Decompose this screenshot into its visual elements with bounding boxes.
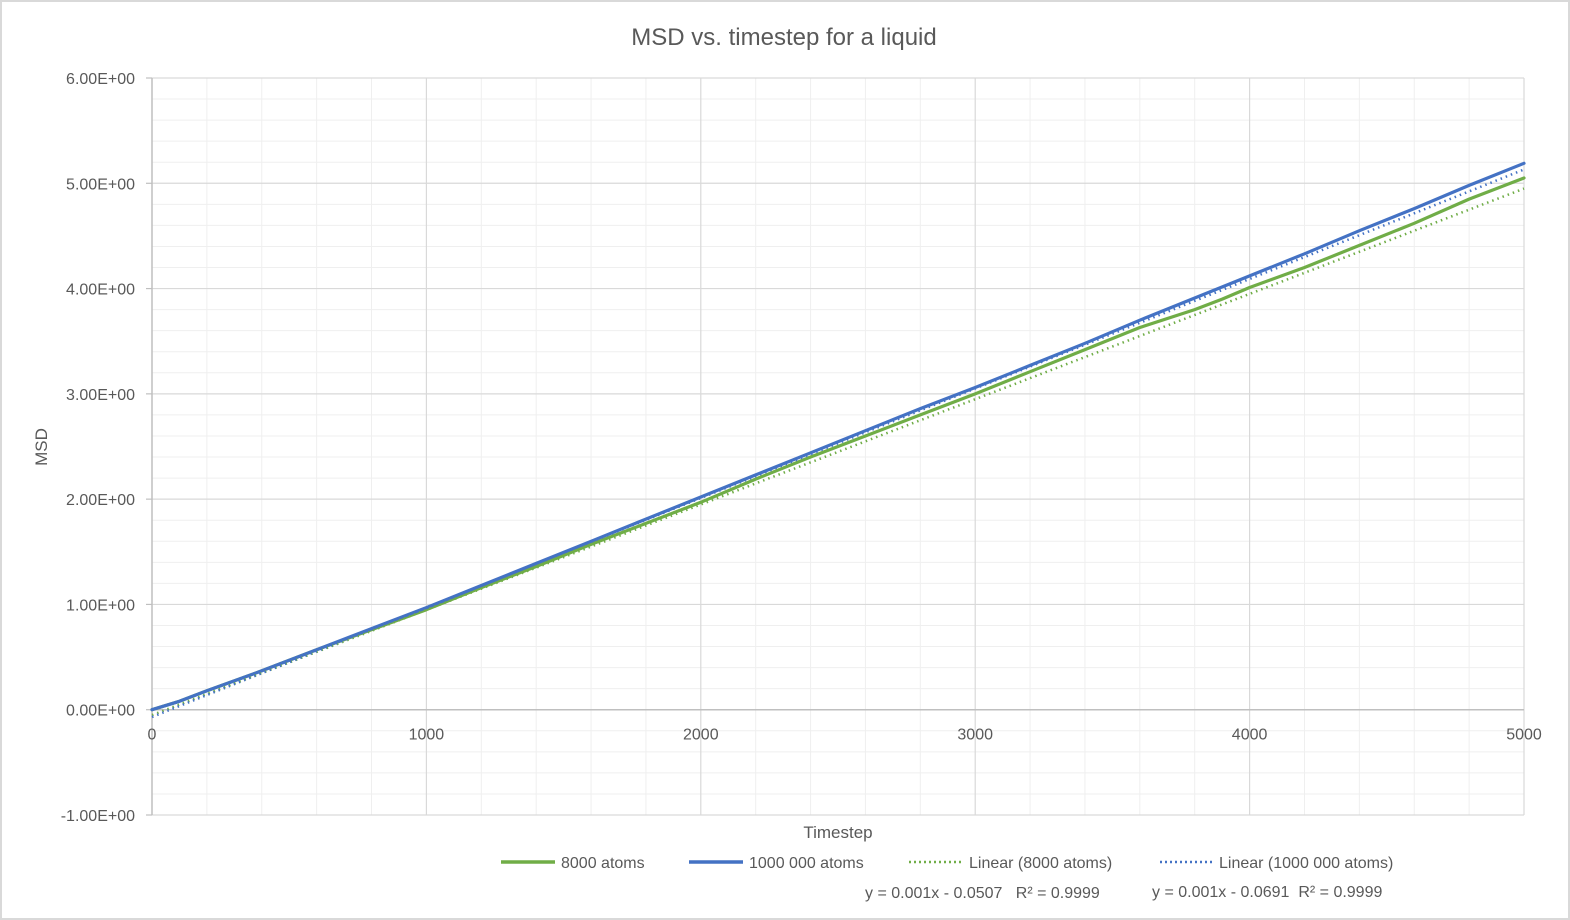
legend-item-linear-1000000-atoms[interactable]: Linear (1000 000 atoms) (1160, 855, 1393, 872)
y-tick-labels: -1.00E+00 0.00E+00 1.00E+00 2.00E+00 3.00E+0… (61, 71, 135, 825)
trendline-equation-8000-atoms: y = 0.001x - 0.0507 R² = 0.9999 (865, 885, 1100, 902)
x-tick-label: 2000 (683, 727, 719, 744)
series-layer (150, 161, 1526, 719)
y-tick-label: 4.00E+00 (66, 282, 135, 299)
legend: 8000 atoms 1000 000 atoms Linear (8000 a… (501, 855, 1393, 872)
major-gridlines (152, 77, 1525, 816)
y-tick-label: 0.00E+00 (66, 703, 135, 720)
x-tick-label: 4000 (1232, 727, 1268, 744)
y-tick-label: 2.00E+00 (66, 492, 135, 509)
axes (146, 77, 1524, 816)
legend-label: 8000 atoms (561, 855, 645, 872)
y-tick-label: 3.00E+00 (66, 387, 135, 404)
x-tick-labels: 0 1000 2000 3000 4000 5000 (148, 727, 1542, 744)
legend-item-linear-8000-atoms[interactable]: Linear (8000 atoms) (909, 855, 1112, 872)
series-line-1 (150, 161, 1526, 712)
x-tick-label: 5000 (1506, 727, 1542, 744)
legend-label: Linear (8000 atoms) (969, 855, 1112, 872)
x-tick-label: 0 (148, 727, 157, 744)
y-tick-label: 6.00E+00 (66, 71, 135, 88)
legend-item-8000-atoms[interactable]: 8000 atoms (501, 855, 645, 872)
x-tick-label: 1000 (409, 727, 445, 744)
legend-item-1000000-atoms[interactable]: 1000 000 atoms (689, 855, 864, 872)
y-tick-label: -1.00E+00 (61, 808, 135, 825)
legend-label: Linear (1000 000 atoms) (1219, 855, 1393, 872)
y-tick-label: 1.00E+00 (66, 597, 135, 614)
y-tick-label: 5.00E+00 (66, 176, 135, 193)
x-axis-title: Timestep (803, 823, 872, 842)
legend-label: 1000 000 atoms (749, 855, 864, 872)
trendline-equation-1000000-atoms: y = 0.001x - 0.0691 R² = 0.9999 (1152, 884, 1382, 901)
y-axis-title: MSD (32, 428, 51, 466)
x-tick-label: 3000 (957, 727, 993, 744)
chart-title: MSD vs. timestep for a liquid (631, 24, 936, 51)
